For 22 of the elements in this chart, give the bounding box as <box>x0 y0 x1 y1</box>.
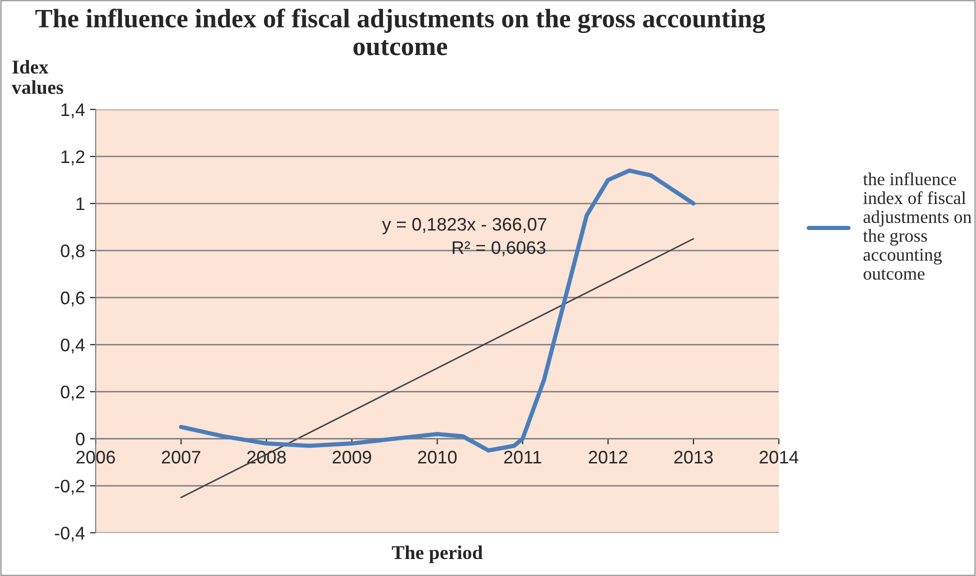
chart-title: The influence index of fiscal adjustments on the gross accounting outcome <box>35 8 766 56</box>
y-tick-label: -0,4 <box>54 526 85 542</box>
y-tick-label: 1 <box>76 198 84 210</box>
x-tick-label: 2010 <box>418 450 457 464</box>
y-tick-label: 1,2 <box>62 150 84 166</box>
y-tick-label: -0,2 <box>54 480 84 495</box>
legend-label: the influence index of fiscal adjustments on the gross accounting outcome <box>863 172 972 280</box>
y-tick-label: 0 <box>76 432 85 446</box>
x-tick-label: 2012 <box>588 450 628 464</box>
y-tick-label: 0,2 <box>60 386 84 401</box>
y-tick-label: 1,4 <box>62 104 85 118</box>
y-axis-title: Idex values <box>12 60 64 94</box>
x-tick-label: 2014 <box>760 450 798 464</box>
annotation: y = 0,1823x - 366,07 <box>382 218 546 234</box>
x-tick-label: 2009 <box>332 450 372 464</box>
x-axis-title: The period <box>392 546 483 564</box>
y-tick-label: 0,4 <box>60 338 85 354</box>
y-tick-label: 0,6 <box>60 292 84 306</box>
x-tick-label: 2007 <box>162 450 200 464</box>
y-tick-label: 0,8 <box>60 244 84 260</box>
x-tick-label: 2013 <box>674 450 713 464</box>
x-tick-label: 2011 <box>504 450 542 464</box>
